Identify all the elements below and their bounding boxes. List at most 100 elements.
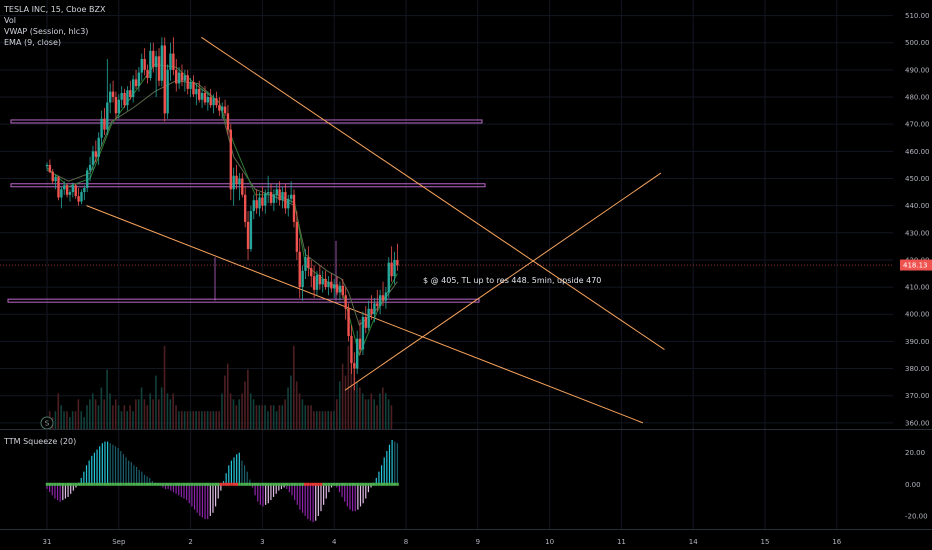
time-axis[interactable]: 31 Sep 2 3 4 8 9 10 11 14 15 16 xyxy=(43,538,842,546)
candle-body xyxy=(350,335,353,364)
symbol-title[interactable]: TESLA INC, 15, Cboe BZX xyxy=(4,5,106,14)
squeeze-dot xyxy=(140,482,144,486)
price-tick-label: 360.00 xyxy=(905,419,930,427)
volume-bar xyxy=(183,411,186,429)
volume-bar xyxy=(135,399,137,429)
squeeze-dot xyxy=(380,482,383,486)
squeeze-bar xyxy=(91,455,93,485)
squeeze-dot xyxy=(335,482,339,486)
squeeze-bar xyxy=(230,460,233,485)
candle-body xyxy=(330,281,333,289)
trendlines[interactable] xyxy=(86,36,665,424)
squeeze-bar xyxy=(341,484,343,497)
squeeze-dot xyxy=(66,482,70,486)
squeeze-dot xyxy=(145,482,149,486)
indicator-ema[interactable]: EMA (9, close) xyxy=(4,38,61,47)
volume-bar xyxy=(83,417,85,429)
volume-bar xyxy=(163,345,166,429)
squeeze-dot xyxy=(201,482,204,486)
squeeze-dot xyxy=(119,482,123,486)
volume-bar xyxy=(261,405,263,429)
squeeze-dot xyxy=(87,482,91,486)
candle-body xyxy=(86,170,89,188)
indicator-vwap[interactable]: VWAP (Session, hlc3) xyxy=(4,27,89,36)
squeeze-bar xyxy=(394,441,396,485)
volume-bar xyxy=(158,399,160,429)
volume-bar xyxy=(100,387,103,429)
squeeze-bar xyxy=(120,451,122,485)
squeeze-bar xyxy=(241,460,243,485)
squeeze-bar xyxy=(151,481,153,485)
candle-body xyxy=(295,221,299,252)
candle-body xyxy=(318,274,322,285)
candle-body xyxy=(344,295,347,309)
squeeze-bar xyxy=(323,484,325,505)
squeeze-bar xyxy=(320,484,322,512)
volume-bar xyxy=(290,375,292,429)
squeeze-dot xyxy=(385,482,389,486)
squeeze-bar xyxy=(359,484,362,507)
squeeze-dot xyxy=(285,482,289,486)
squeeze-bar xyxy=(296,484,298,505)
candle-body xyxy=(355,338,359,369)
candle-body xyxy=(246,221,250,250)
squeeze-bar xyxy=(309,484,312,521)
squeeze-dot xyxy=(393,482,397,486)
squeeze-dot xyxy=(372,482,376,486)
osc-tick-label: 20.00 xyxy=(905,449,925,457)
squeeze-dot xyxy=(359,482,362,486)
volume-bar xyxy=(89,399,91,429)
squeeze-dot xyxy=(288,482,291,486)
squeeze-bar xyxy=(164,484,167,490)
candle-body xyxy=(390,262,393,277)
candle-body xyxy=(189,82,192,89)
squeeze-bar xyxy=(220,484,222,491)
squeeze-bar xyxy=(204,484,206,520)
price-tick-label: 410.00 xyxy=(905,284,930,292)
volume-bar xyxy=(367,399,370,429)
squeeze-bar xyxy=(93,452,96,485)
volume-bar xyxy=(252,399,255,429)
volume-bar xyxy=(109,393,111,429)
candle-body xyxy=(154,56,158,68)
volume-bar xyxy=(209,411,212,429)
ttm-squeeze-title[interactable]: TTM Squeeze (20) xyxy=(4,437,77,446)
candle-body xyxy=(266,192,270,194)
squeeze-bar xyxy=(62,484,64,501)
squeeze-dot xyxy=(317,482,320,486)
squeeze-bar xyxy=(222,481,225,485)
squeeze-dot xyxy=(322,482,326,486)
time-tick-label: 16 xyxy=(832,538,841,546)
oscillator-axis[interactable]: 20.00 0.00 -20.00 xyxy=(905,449,928,520)
squeeze-dot xyxy=(388,482,391,486)
price-axis[interactable]: 510.00 500.00 490.00 480.00 470.00 460.00 450.… xyxy=(905,12,930,427)
squeeze-bar xyxy=(167,484,169,490)
candle-body xyxy=(149,50,152,79)
volume-bar xyxy=(324,411,327,429)
candle-body xyxy=(131,79,135,98)
resistance-levels[interactable] xyxy=(7,119,486,303)
event-flag[interactable]: S xyxy=(40,416,54,430)
chart-annotation[interactable]: $ @ 405, TL up to res 448. 5min, upside … xyxy=(423,276,601,285)
price-tick-label: 440.00 xyxy=(905,202,930,210)
candle-body xyxy=(381,295,385,301)
squeeze-dot xyxy=(148,482,152,486)
squeeze-dot xyxy=(311,482,315,486)
volume-bar xyxy=(281,405,284,429)
squeeze-dot xyxy=(53,482,57,486)
candle-body xyxy=(324,278,327,288)
squeeze-dot xyxy=(172,482,175,486)
candle-body xyxy=(137,72,141,87)
volume-bar xyxy=(126,411,129,429)
squeeze-dot xyxy=(361,482,365,486)
squeeze-bar xyxy=(304,484,306,516)
volume-bar xyxy=(356,381,358,429)
squeeze-bar xyxy=(101,443,103,485)
indicator-vol[interactable]: Vol xyxy=(4,16,16,25)
volume-bar xyxy=(160,387,163,429)
legend[interactable]: TESLA INC, 15, Cboe BZX Vol VWAP (Sessio… xyxy=(4,4,105,48)
candle-body xyxy=(312,276,316,290)
squeeze-dot xyxy=(338,482,341,486)
price-tick-label: 490.00 xyxy=(905,66,930,74)
